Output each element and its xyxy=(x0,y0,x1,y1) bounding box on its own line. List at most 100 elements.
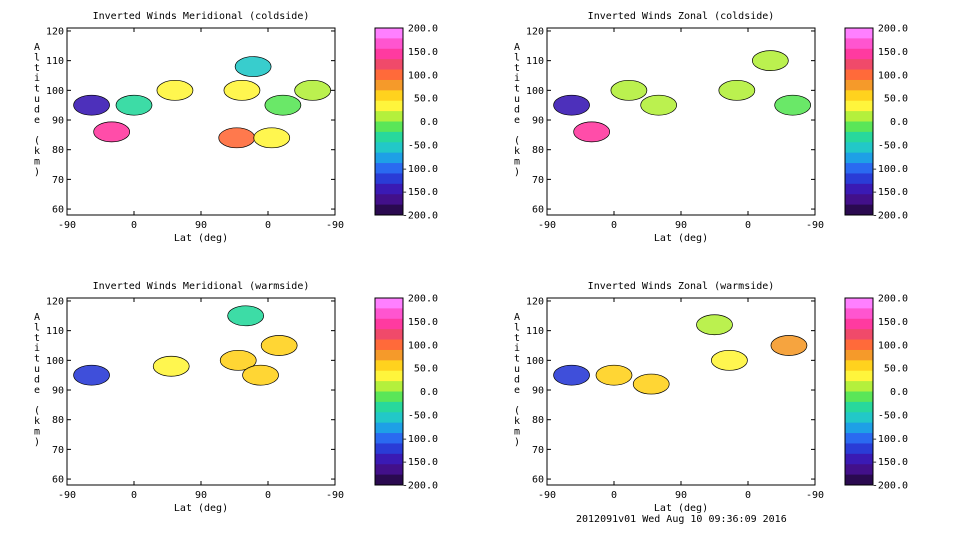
chart-title: Inverted Winds Meridional (coldside) xyxy=(93,11,310,22)
colorbar-swatch xyxy=(845,163,873,174)
y-tick-label: 120 xyxy=(526,296,544,307)
y-tick-label: 110 xyxy=(46,326,64,337)
x-tick-label: 0 xyxy=(131,220,137,231)
colorbar: 200.0 150.0 100.0 50.0 0.0 -50.0 -100.0 -150.0 -… xyxy=(374,24,438,222)
y-tick-label: 80 xyxy=(52,145,64,156)
colorbar-swatch xyxy=(375,173,403,185)
y-tick-label: 120 xyxy=(526,26,544,37)
data-cell xyxy=(115,94,153,116)
colorbar-tick-label: 100.0 xyxy=(408,340,438,351)
colorbar-swatch xyxy=(845,464,873,476)
x-tick-label: 0 xyxy=(745,490,751,501)
colorbar-frame xyxy=(844,27,874,216)
colorbar-swatch xyxy=(375,90,403,102)
data-cell xyxy=(718,79,756,101)
colorbar-swatch xyxy=(845,401,873,413)
chart-panel-2: Inverted Winds Zonal (coldside) -90 0 90 0 -9… xyxy=(514,11,908,244)
colorbar: 200.0 150.0 100.0 50.0 0.0 -50.0 -100.0 -150.0 -… xyxy=(844,24,908,222)
data-cell xyxy=(294,79,332,101)
y-tick-label: 70 xyxy=(532,445,544,456)
colorbar-swatch xyxy=(845,69,873,81)
colorbar-swatch xyxy=(845,453,873,465)
colorbar-tick-label: -50.0 xyxy=(878,140,908,151)
colorbar-swatch xyxy=(375,163,403,174)
colorbar-swatch xyxy=(375,131,403,143)
y-tick-label: 120 xyxy=(46,26,64,37)
colorbar-swatch xyxy=(845,90,873,102)
colorbar-tick-label: -100.0 xyxy=(872,164,908,175)
y-tick-label: 90 xyxy=(532,116,544,127)
data-cell xyxy=(219,349,257,371)
colorbar-frame xyxy=(374,297,404,486)
colorbar-swatch xyxy=(845,474,873,486)
data-cell xyxy=(73,94,110,116)
colorbar-tick-label: -200.0 xyxy=(872,211,908,222)
data-cell xyxy=(93,121,131,143)
colorbar-swatch xyxy=(375,422,403,434)
colorbar-tick-label: -50.0 xyxy=(878,410,908,421)
colorbar-swatch xyxy=(845,131,873,143)
y-tick-label: 110 xyxy=(46,56,64,67)
data-cell xyxy=(234,56,272,77)
colorbar-swatch xyxy=(375,412,403,424)
data-cell xyxy=(223,79,261,101)
data-cell xyxy=(640,94,678,116)
y-tick-label: 100 xyxy=(526,356,544,367)
x-tick-label: -90 xyxy=(806,220,824,231)
y-tick-label: 110 xyxy=(526,56,544,67)
chart-panel-4: Inverted Winds Zonal (warmside) -90 0 90 0 -9… xyxy=(514,281,908,514)
colorbar-tick-label: 200.0 xyxy=(878,24,908,35)
colorbar-tick-label: 200.0 xyxy=(408,24,438,35)
colorbar-swatch xyxy=(845,142,873,154)
colorbar-tick-label: 50.0 xyxy=(414,94,438,105)
colorbar-swatch xyxy=(375,381,403,392)
colorbar-swatch xyxy=(845,194,873,206)
colorbar-tick-label: -100.0 xyxy=(872,434,908,445)
colorbar-tick-label: -100.0 xyxy=(402,164,438,175)
y-tick-label: 110 xyxy=(526,326,544,337)
colorbar-swatch xyxy=(375,111,403,122)
data-cell xyxy=(610,79,648,101)
colorbar-swatch xyxy=(845,48,873,60)
y-tick-label: 60 xyxy=(52,205,64,216)
colorbar-tick-label: -200.0 xyxy=(402,481,438,492)
data-cell xyxy=(242,364,279,386)
data-cell xyxy=(253,127,291,149)
y-tick-label: 60 xyxy=(532,205,544,216)
x-tick-label: -90 xyxy=(326,220,344,231)
chart-title: Inverted Winds Meridional (warmside) xyxy=(93,281,310,292)
data-cell xyxy=(711,349,748,371)
colorbar-tick-label: 0.0 xyxy=(420,387,438,398)
x-tick-label: 0 xyxy=(265,490,271,501)
colorbar-swatch xyxy=(845,59,873,70)
y-tick-label: 60 xyxy=(52,475,64,486)
colorbar-swatch xyxy=(845,349,873,361)
colorbar: 200.0 150.0 100.0 50.0 0.0 -50.0 -100.0 -150.0 -… xyxy=(374,294,438,492)
colorbar-tick-label: 150.0 xyxy=(408,317,438,328)
colorbar-swatch xyxy=(375,298,403,309)
colorbar-swatch xyxy=(375,69,403,81)
colorbar-swatch xyxy=(845,422,873,434)
colorbar-tick-label: -100.0 xyxy=(402,434,438,445)
colorbar-swatch xyxy=(375,318,403,330)
colorbar-swatch xyxy=(845,433,873,444)
colorbar-swatch xyxy=(375,443,403,455)
y-tick-label: 100 xyxy=(526,86,544,97)
colorbar-swatch xyxy=(845,412,873,424)
colorbar-swatch xyxy=(375,38,403,50)
data-cell xyxy=(632,373,670,395)
colorbar-swatch xyxy=(375,183,403,195)
colorbar-tick-label: 200.0 xyxy=(408,294,438,305)
colorbar-tick-label: -150.0 xyxy=(402,457,438,468)
colorbar-tick-label: 50.0 xyxy=(884,364,908,375)
colorbar-swatch xyxy=(375,360,403,372)
x-tick-label: -90 xyxy=(58,490,76,501)
colorbar-swatch xyxy=(375,339,403,351)
data-cell xyxy=(264,94,302,116)
colorbar-swatch xyxy=(845,204,873,216)
colorbar-swatch xyxy=(845,360,873,372)
colorbar-swatch xyxy=(375,194,403,206)
colorbar-swatch xyxy=(845,318,873,330)
data-cell xyxy=(152,355,190,377)
